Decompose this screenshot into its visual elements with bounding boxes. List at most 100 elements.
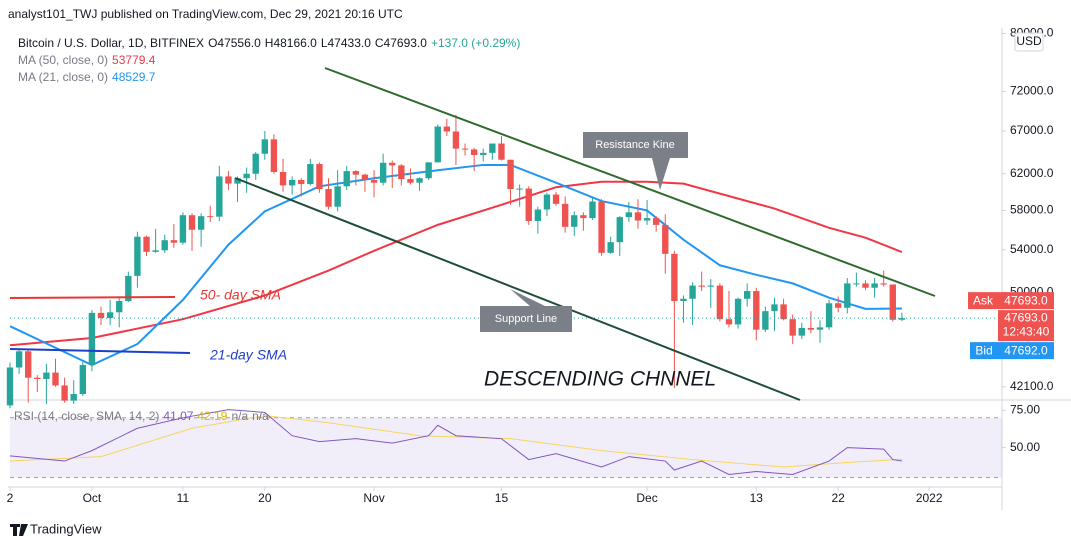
- candle-body: [634, 212, 642, 221]
- ask-tag: [968, 292, 998, 310]
- candle-body: [525, 188, 532, 221]
- bid-price-tag: [998, 342, 1054, 360]
- x-tick-label: 2: [7, 491, 14, 505]
- x-tick-label: 22: [832, 491, 846, 505]
- candle-body: [116, 301, 123, 313]
- ma-value: 48529.7: [112, 70, 156, 84]
- currency: USD: [1016, 34, 1042, 48]
- candle-body: [425, 162, 432, 179]
- rsi-tick-label: 75.00: [1010, 403, 1040, 417]
- candle-body: [370, 179, 378, 183]
- candle-body: [825, 303, 833, 328]
- candle-body: [88, 312, 96, 365]
- candle-body: [734, 298, 742, 325]
- candle-body: [261, 139, 269, 154]
- candle-body: [552, 194, 560, 204]
- candle-body: [389, 162, 396, 166]
- candle-body: [161, 240, 168, 251]
- candle-body: [698, 285, 705, 287]
- legend-ma50: MA (50, close, 0) 53779.4: [18, 53, 159, 67]
- symbol: Bitcoin / U.S. Dollar, 1D, BITFINEX: [18, 36, 205, 50]
- legend-value: H48166.0: [264, 36, 317, 50]
- candle-body: [580, 215, 587, 219]
- candle-body: [361, 174, 369, 180]
- ohlc: O47556.0 H48166.0 L47433.0 C47693.0 +137.0 (…: [208, 36, 524, 50]
- legend-value: C47693.0: [374, 36, 427, 50]
- candle-body: [489, 143, 496, 153]
- candle-body: [680, 298, 687, 302]
- candle-body: [216, 176, 223, 217]
- candle-body: [470, 149, 478, 155]
- candle-body: [789, 319, 796, 336]
- legend-value: n/a: [252, 409, 269, 423]
- candle-body: [398, 165, 405, 180]
- candle-body: [6, 367, 14, 406]
- candle-body: [589, 201, 596, 219]
- candle-body: [771, 304, 778, 312]
- candle-body: [207, 216, 214, 218]
- y-tick-label: 72000.0: [1010, 84, 1054, 98]
- resistance-callout: [583, 132, 688, 190]
- candle-body: [125, 275, 132, 302]
- candle-body: [561, 203, 569, 227]
- candle-body: [652, 218, 660, 225]
- candle-body: [516, 188, 523, 190]
- candle-body: [70, 394, 77, 401]
- candle-body: [762, 311, 769, 330]
- y-tick-label: 58000.0: [1010, 203, 1054, 217]
- x-tick-label: 11: [177, 491, 190, 505]
- ask-text: Ask: [973, 293, 994, 307]
- candle-body: [616, 217, 623, 243]
- candle-body: [880, 283, 887, 285]
- candle-body: [780, 304, 787, 320]
- bid-text: Bid: [975, 343, 992, 357]
- candle-body: [25, 351, 32, 378]
- footer: TradingView: [30, 521, 102, 536]
- candle-body: [543, 194, 551, 210]
- candle-body: [662, 224, 669, 254]
- candle-body: [316, 164, 323, 190]
- candle-body: [152, 250, 159, 252]
- candle-body: [225, 176, 232, 184]
- rsi-sma-line: [9, 415, 902, 468]
- candle-body: [707, 285, 714, 287]
- ma-name: MA (50, close, 0): [18, 53, 109, 67]
- candle-body: [79, 364, 86, 395]
- legend-value: 41.07: [163, 409, 194, 423]
- candle-body: [379, 162, 387, 183]
- legend-value: +137.0 (+0.29%): [430, 36, 521, 50]
- sma21-marker: [9, 348, 191, 354]
- legend-rsi: RSI (14, close, SMA, 14, 2) 41.07 42.19 n/a…: [14, 409, 277, 423]
- candle-body: [197, 216, 205, 230]
- ask-price-tag: [998, 292, 1054, 310]
- x-tick-label: 2022: [916, 491, 943, 505]
- candle-body: [480, 152, 487, 155]
- sma21-label: 21-day SMA: [209, 347, 287, 363]
- x-tick-label: Nov: [363, 491, 384, 505]
- legend-main: Bitcoin / U.S. Dollar, 1D, BITFINEX O4755…: [18, 36, 528, 50]
- ask-price: 47693.0: [1004, 293, 1048, 307]
- candle-body: [234, 178, 241, 184]
- candle-body: [52, 372, 59, 386]
- candle-body: [188, 215, 196, 230]
- x-tick-label: Dec: [636, 491, 657, 505]
- logo: [10, 524, 28, 536]
- ma-value: 53779.4: [112, 53, 156, 67]
- candle-body: [743, 291, 751, 299]
- header: analyst101_TWJ published on TradingView.…: [8, 7, 403, 21]
- y-tick-label: 67000.0: [1010, 123, 1054, 137]
- candle-body: [507, 159, 514, 190]
- x-tick-label: 15: [495, 491, 509, 505]
- candle-body: [534, 209, 542, 221]
- sma50-label: 50- day SMA: [200, 287, 281, 303]
- candle-body: [798, 327, 805, 336]
- candle-body: [443, 126, 451, 132]
- candle-body: [498, 143, 505, 160]
- candle-body: [853, 283, 860, 285]
- candle-body: [844, 283, 851, 308]
- candle-body: [871, 283, 878, 288]
- candle-body: [434, 126, 441, 163]
- resistance-label: Resistance Kine: [595, 139, 675, 151]
- rsi-band: [10, 417, 1002, 478]
